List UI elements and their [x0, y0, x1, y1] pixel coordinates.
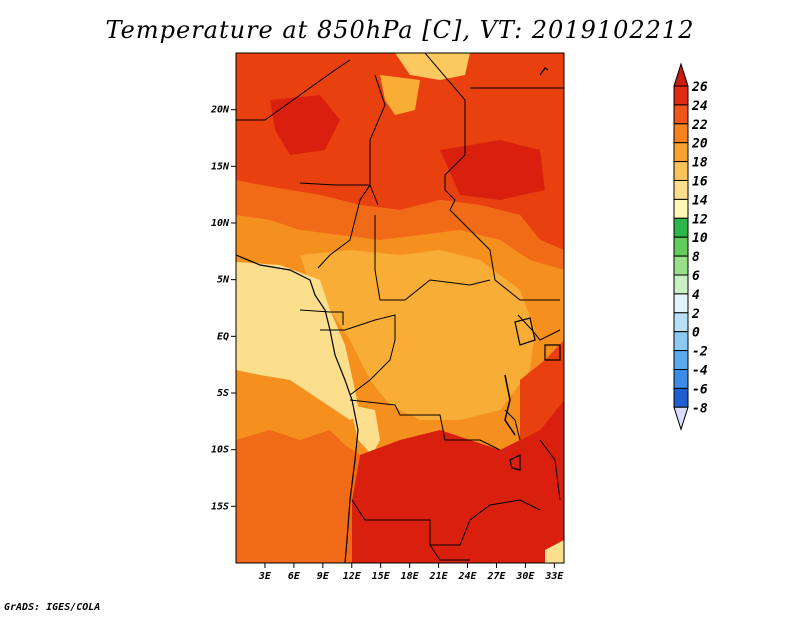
colorbar-swatch [673, 331, 689, 352]
north-orange-red [236, 180, 564, 270]
colorbar-label: 0 [692, 326, 700, 341]
lat-tick-label: 10S [211, 445, 229, 456]
footer-credit: GrADS: IGES/COLA [4, 602, 101, 613]
colorbar-swatch [673, 180, 689, 200]
lat-tick-label: 20N [210, 105, 230, 116]
lat-tick-label: 5S [217, 388, 229, 399]
colorbar-swatch [673, 85, 689, 106]
lon-tick-label: 18E [401, 571, 420, 582]
colorbar-label: 8 [692, 250, 700, 265]
colorbar-label: 14 [692, 193, 708, 208]
lat-tick-label: 15S [211, 501, 229, 512]
colorbar-swatch [673, 350, 689, 371]
lat-tick-label: 10N [211, 218, 230, 229]
lon-tick-label: 12E [343, 571, 362, 582]
colorbar-swatch [673, 161, 689, 182]
lon-tick-label: 21E [429, 571, 449, 582]
lat-tick-label: 5N [217, 275, 230, 286]
colorbar-swatch [673, 104, 689, 125]
chart-title: Temperature at 850hPa [C], VT: 201910221… [105, 16, 695, 44]
lon-tick-label: 6E [288, 571, 301, 582]
colorbar-swatch [673, 274, 689, 295]
temperature-field [236, 53, 564, 563]
colorbar-over-triangle [673, 62, 689, 87]
colorbar-label: 20 [691, 137, 708, 152]
lon-tick-label: 3E [258, 571, 272, 582]
colorbar-swatch [673, 198, 689, 219]
north-dark-patch [270, 95, 340, 155]
east-red-strip [520, 340, 564, 440]
corner-pale [545, 540, 564, 563]
colorbar-swatch [673, 369, 689, 389]
colorbar-label: 6 [692, 269, 700, 284]
colorbar-label: 24 [691, 99, 708, 114]
colorbar-label: -6 [692, 382, 708, 397]
lat-tick-label: 15N [211, 161, 230, 172]
lon-tick-label: 15E [372, 571, 391, 582]
colorbar-label: 2 [691, 307, 700, 322]
colorbar-label: 26 [691, 80, 708, 95]
colorbar-label: 10 [692, 231, 708, 246]
sahara-pale [395, 53, 470, 80]
colorbar-under-triangle [673, 406, 689, 431]
colorbar-swatch [673, 255, 689, 276]
colorbar-label: -4 [692, 364, 708, 379]
colorbar-swatch [673, 142, 689, 163]
map-frame [235, 52, 565, 564]
colorbar-swatch [673, 236, 689, 257]
colorbar-label: 22 [691, 118, 708, 133]
south-hot-region [352, 400, 564, 563]
coast-pale-strip [350, 405, 380, 455]
colorbar-swatch [673, 293, 689, 314]
lon-tick-label: 30E [515, 571, 535, 582]
colorbar-label: 4 [692, 288, 700, 303]
lat-tick-label: EQ [217, 331, 229, 342]
colorbar-label: 18 [692, 156, 708, 171]
colorbar-swatch [673, 217, 689, 238]
colorbar-label: -8 [692, 401, 708, 416]
lon-tick-label: 27E [486, 571, 506, 582]
colorbar-swatch [673, 312, 689, 333]
colorbar-label: 16 [692, 175, 708, 190]
lon-tick-label: 24E [457, 571, 477, 582]
coastline [236, 67, 561, 563]
lon-tick-label: 9E [317, 571, 330, 582]
lat-ticks: 20N 15N 10N 5N EQ 5S 10S 15S [210, 105, 236, 512]
lon-ticks: 3E 6E 9E 12E 15E 18E 21E 24E 27E 30E 33E [258, 563, 564, 582]
country-borders [236, 53, 564, 561]
colorbar-swatch [673, 387, 689, 408]
west-coast-pale [236, 262, 360, 420]
colorbar-label: -2 [692, 345, 708, 360]
colorbar-swatch [673, 123, 689, 144]
sahara-pale-2 [380, 75, 420, 115]
central-light-orange [300, 250, 535, 420]
lon-tick-label: 33E [544, 571, 564, 582]
south-west-orange [236, 430, 350, 563]
north-dark-patch-2 [440, 140, 545, 200]
south-orange-edge [345, 445, 360, 563]
colorbar-label: 12 [692, 212, 708, 227]
